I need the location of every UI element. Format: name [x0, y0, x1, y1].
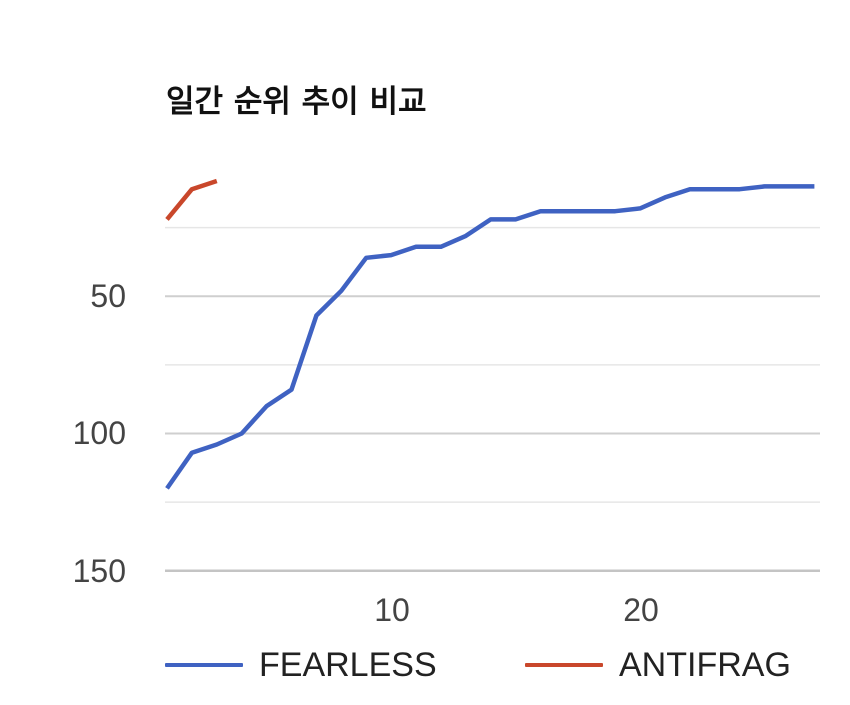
series-lines: [165, 178, 815, 490]
legend-item-fearless[interactable]: FEARLESS: [165, 640, 437, 690]
x-axis-tick-label-20: 20: [623, 592, 659, 628]
legend-item-antifragile[interactable]: ANTIFRAG: [525, 640, 791, 690]
series-line-fearless[interactable]: [165, 184, 815, 490]
legend-label-fearless: FEARLESS: [259, 646, 437, 684]
chart-legend: FEARLESS ANTIFRAG: [165, 640, 820, 690]
y-axis-tick-label-100: 100: [72, 415, 126, 451]
legend-swatch-fearless-icon: [165, 663, 243, 667]
legend-label-antifragile: ANTIFRAG: [619, 646, 791, 684]
chart-title: 일간 순위 추이 비교: [166, 84, 427, 120]
y-axis-tick-label-50: 50: [90, 278, 126, 314]
legend-swatch-antifragile-icon: [525, 663, 603, 667]
y-axis-tick-label-150: 150: [72, 553, 126, 589]
gridlines: [165, 226, 820, 572]
x-axis-tick-label-10: 10: [374, 592, 410, 628]
series-line-antifragile[interactable]: [165, 178, 218, 221]
